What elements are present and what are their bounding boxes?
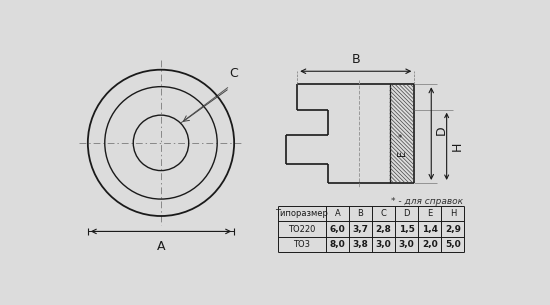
Text: B: B: [358, 209, 364, 218]
Text: Типоразмер: Типоразмер: [276, 209, 328, 218]
Text: E: E: [397, 149, 407, 156]
Text: D: D: [403, 209, 410, 218]
Text: D: D: [435, 125, 448, 135]
Text: TO3: TO3: [293, 240, 310, 249]
Text: 3,0: 3,0: [399, 240, 415, 249]
Text: 1,5: 1,5: [399, 224, 415, 234]
Text: 5,0: 5,0: [445, 240, 461, 249]
Text: 3,8: 3,8: [353, 240, 368, 249]
Text: 3,7: 3,7: [353, 224, 368, 234]
Text: B: B: [351, 53, 360, 66]
Text: C: C: [381, 209, 387, 218]
Text: H: H: [450, 209, 456, 218]
Text: 2,8: 2,8: [376, 224, 392, 234]
Text: 6,0: 6,0: [329, 224, 345, 234]
Text: 8,0: 8,0: [329, 240, 345, 249]
Text: E: E: [427, 209, 432, 218]
Text: TO220: TO220: [288, 224, 316, 234]
Text: A: A: [157, 240, 165, 253]
Text: C: C: [229, 67, 238, 80]
Text: 1,4: 1,4: [422, 224, 438, 234]
Text: 2,0: 2,0: [422, 240, 438, 249]
Text: 3,0: 3,0: [376, 240, 392, 249]
Text: A: A: [334, 209, 340, 218]
Text: * - для справок: * - для справок: [391, 197, 463, 206]
Text: 2,9: 2,9: [445, 224, 461, 234]
Text: *: *: [398, 134, 402, 143]
Text: H: H: [450, 142, 464, 151]
